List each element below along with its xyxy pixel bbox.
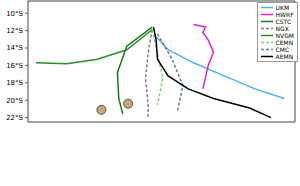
html-text:AEMN: AEMN: [275, 53, 294, 60]
html-text:NGX: NGX: [275, 25, 289, 32]
svg-text:20°S: 20°S: [8, 97, 24, 105]
html-text:NVGM: NVGM: [275, 32, 294, 39]
svg-text:18°S: 18°S: [8, 79, 24, 87]
html-text:CMC: CMC: [275, 46, 290, 53]
svg-text:10°S: 10°S: [8, 10, 24, 18]
svg-text:22°S: 22°S: [8, 114, 24, 122]
html-text:CEMN: CEMN: [275, 39, 294, 46]
svg-text:12°S: 12°S: [8, 27, 24, 35]
html-text:UKM: UKM: [275, 4, 290, 11]
svg-text:16°S: 16°S: [8, 62, 24, 70]
html-text:CSTC: CSTC: [275, 18, 292, 25]
html-text:HWRF: HWRF: [275, 11, 294, 18]
svg-text:14°S: 14°S: [8, 44, 24, 52]
